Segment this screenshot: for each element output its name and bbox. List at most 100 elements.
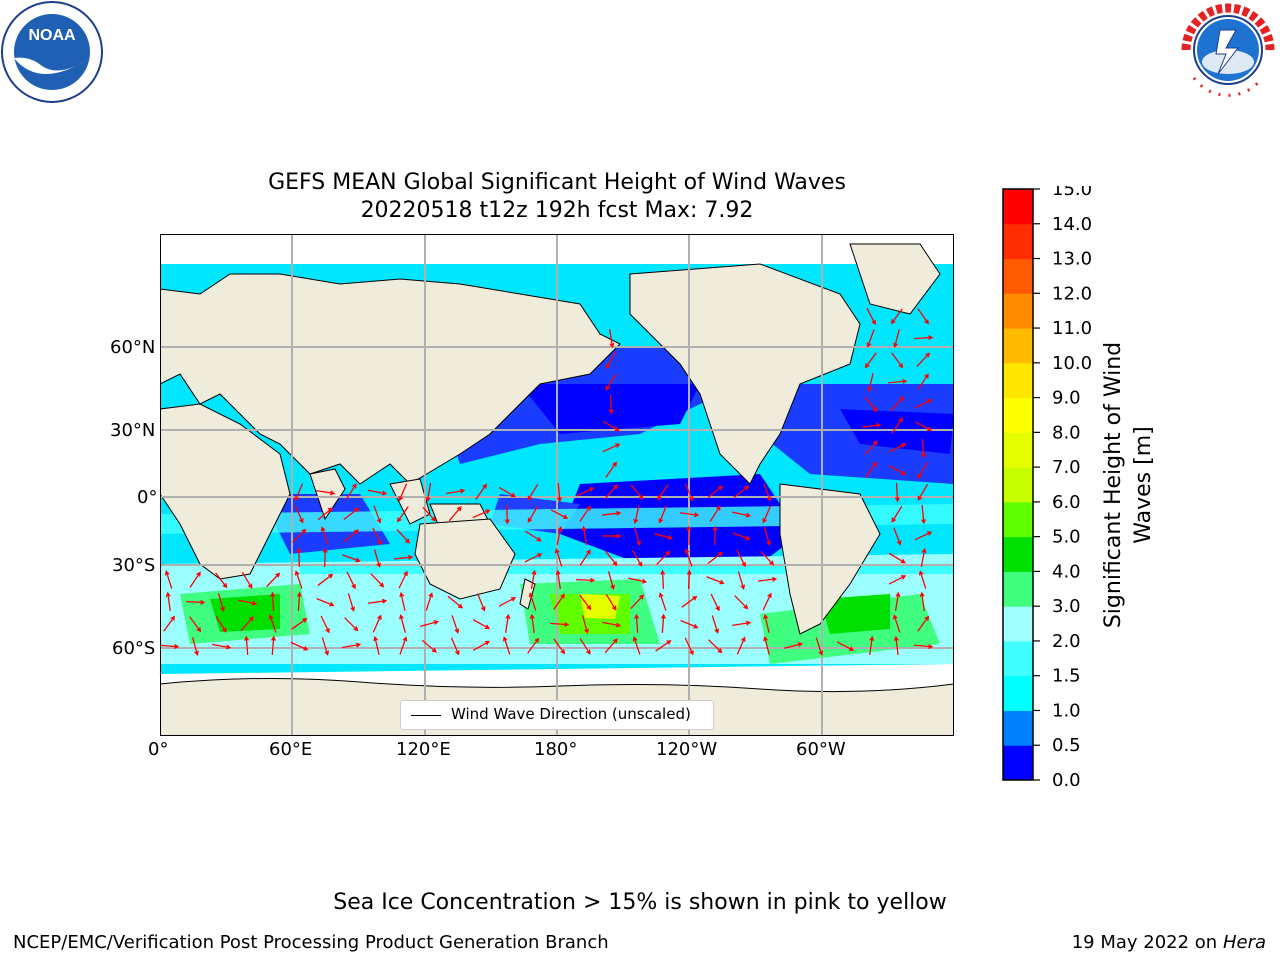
y-tick-60s: 60°S — [112, 638, 156, 659]
colorbar-swatch — [1003, 223, 1033, 260]
wave-direction-arrow — [864, 352, 877, 369]
wave-direction-arrow — [630, 594, 645, 610]
wave-direction-arrow — [864, 396, 878, 413]
wave-direction-arrow — [634, 613, 640, 634]
noaa-logo-text: NOAA — [28, 27, 76, 44]
wave-direction-arrow — [524, 553, 543, 563]
wave-direction-arrow — [505, 613, 511, 633]
wave-direction-arrow — [450, 637, 460, 656]
wave-direction-arrow — [160, 644, 180, 649]
wave-direction-arrow — [605, 461, 617, 478]
wave-direction-arrow — [472, 509, 491, 519]
wave-direction-arrow — [601, 533, 622, 539]
x-tick-60w: 60°W — [796, 739, 846, 760]
wave-direction-arrow — [656, 550, 671, 565]
wave-direction-arrow — [581, 615, 589, 634]
wave-direction-arrow — [579, 594, 592, 611]
wave-direction-arrow — [555, 569, 561, 589]
wave-direction-arrow — [917, 308, 929, 325]
wave-direction-arrow — [164, 570, 173, 589]
wave-direction-arrow — [869, 635, 875, 656]
wave-direction-arrow — [679, 512, 700, 518]
colorbar-swatch — [1003, 675, 1033, 711]
colorbar-tick-label: 11.0 — [1052, 318, 1092, 339]
wave-direction-arrow — [553, 638, 566, 655]
wave-direction-arrow — [914, 421, 933, 431]
wave-direction-arrow — [317, 573, 334, 586]
wave-direction-arrow — [270, 591, 276, 612]
wave-direction-arrow — [320, 615, 330, 634]
wave-direction-arrow — [918, 570, 927, 589]
wave-direction-arrow — [448, 506, 462, 522]
wave-direction-arrow — [475, 483, 487, 500]
wave-direction-arrow — [397, 506, 409, 523]
wave-direction-arrow — [296, 591, 302, 612]
wave-direction-arrow — [291, 618, 308, 630]
colorbar-tick-label: 12.0 — [1052, 283, 1092, 304]
wave-direction-arrow — [630, 484, 644, 500]
wave-direction-arrow — [320, 526, 329, 545]
wave-direction-arrow — [762, 592, 772, 611]
sea-ice-note: Sea Ice Concentration > 15% is shown in … — [333, 890, 947, 915]
colorbar-tick-label: 14.0 — [1052, 214, 1092, 235]
wave-direction-arrow — [399, 591, 406, 611]
wave-direction-arrow — [372, 527, 382, 546]
colorbar-tick-label: 15.0 — [1052, 186, 1092, 200]
wave-direction-arrow — [398, 570, 408, 589]
wave-direction-arrow — [892, 614, 901, 633]
wave-direction-arrow — [888, 464, 907, 476]
wave-direction-arrow — [581, 525, 588, 545]
wave-direction-arrow — [757, 576, 778, 582]
wave-direction-arrow — [684, 548, 693, 567]
wave-direction-arrow — [890, 396, 904, 412]
wave-direction-arrow — [604, 550, 618, 567]
wave-direction-arrow — [608, 329, 615, 349]
wave-direction-arrow — [373, 549, 382, 568]
wave-direction-arrow — [894, 591, 901, 611]
footer-branch: NCEP/EMC/Verification Post Processing Pr… — [13, 932, 609, 953]
wave-direction-arrow — [601, 510, 622, 516]
colorbar-tick-label: 10.0 — [1052, 353, 1092, 374]
colorbar-tick-label: 1.5 — [1052, 666, 1081, 687]
wave-direction-arrow — [317, 507, 333, 521]
wave-direction-arrow — [420, 620, 439, 628]
wave-direction-arrow — [292, 528, 307, 543]
wave-direction-arrow — [707, 485, 724, 499]
wave-direction-arrow — [920, 547, 927, 567]
colorbar-tick-label: 2.0 — [1052, 631, 1081, 652]
colorbar-swatch — [1003, 467, 1033, 503]
wave-direction-arrow — [712, 525, 718, 546]
wave-direction-arrow — [734, 595, 749, 610]
wave-direction-arrow — [367, 598, 388, 604]
wave-direction-arrow — [294, 505, 304, 524]
wave-direction-arrow — [605, 594, 617, 611]
wave-direction-arrow — [894, 482, 900, 503]
chart-title: GEFS MEAN Global Significant Height of W… — [160, 169, 954, 225]
wave-direction-arrow — [579, 638, 591, 655]
wave-direction-arrow — [655, 640, 672, 652]
y-tick-60n: 60°N — [110, 337, 156, 358]
wave-direction-arrow — [185, 599, 206, 605]
legend-line-swatch — [411, 715, 441, 716]
wave-direction-arrow — [732, 511, 752, 518]
wave-direction-arrow — [527, 637, 540, 654]
wave-direction-arrow — [681, 595, 698, 608]
wave-direction-arrow — [163, 615, 176, 632]
wave-direction-arrow — [238, 599, 258, 606]
map-legend: Wind Wave Direction (unscaled) — [400, 700, 714, 730]
wave-direction-arrow — [422, 506, 437, 522]
wave-direction-arrow — [398, 483, 408, 502]
wave-direction-arrow — [268, 614, 277, 633]
wave-direction-arrow — [602, 621, 622, 628]
wave-direction-arrow — [763, 527, 772, 546]
wave-direction-arrow — [447, 595, 464, 609]
wave-direction-arrow — [762, 505, 772, 524]
wave-direction-arrow — [921, 438, 926, 459]
wave-direction-arrow — [472, 640, 491, 652]
colorbar-tick-label: 4.0 — [1052, 561, 1081, 582]
nws-logo — [1180, 2, 1276, 98]
wave-direction-arrow — [344, 617, 359, 632]
wave-direction-arrow — [294, 483, 304, 502]
wave-direction-arrow — [888, 575, 907, 585]
wave-direction-arrow — [633, 505, 640, 525]
